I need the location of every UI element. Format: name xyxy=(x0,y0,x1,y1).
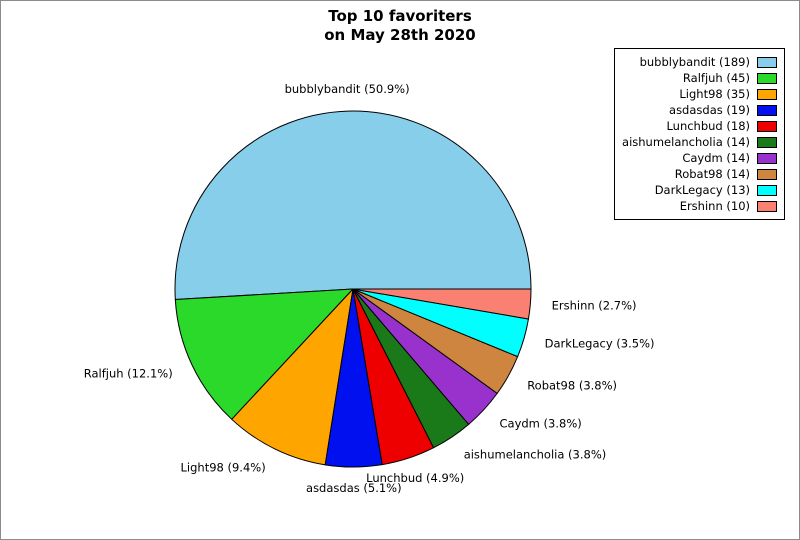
legend-swatch-DarkLegacy xyxy=(757,184,777,196)
legend-item-asdasdas: asdasdas (19) xyxy=(622,102,777,118)
legend-label-Lunchbud: Lunchbud (18) xyxy=(666,119,750,133)
legend-swatch-Lunchbud xyxy=(757,120,777,132)
legend-label-aishumelancholia: aishumelancholia (14) xyxy=(622,135,750,149)
legend: bubblybandit (189) Ralfjuh (45) Light98 (3… xyxy=(614,48,785,220)
chart-title-line1: Top 10 favoriters xyxy=(328,7,472,25)
legend-item-Robat98: Robat98 (14) xyxy=(622,166,777,182)
legend-item-DarkLegacy: DarkLegacy (13) xyxy=(622,182,777,198)
legend-label-bubblybandit: bubblybandit (189) xyxy=(639,55,750,69)
pie-slice-Ralfjuh xyxy=(174,288,354,420)
legend-item-Ralfjuh: Ralfjuh (45) xyxy=(622,70,777,86)
legend-label-asdasdas: asdasdas (19) xyxy=(669,103,750,117)
legend-swatch-Robat98 xyxy=(757,168,777,180)
legend-swatch-bubblybandit xyxy=(757,56,777,68)
slice-label-Caydm: Caydm (3.8%) xyxy=(500,417,582,431)
legend-swatch-Light98 xyxy=(757,88,777,100)
legend-item-bubblybandit: bubblybandit (189) xyxy=(622,54,777,70)
slice-label-Ershinn: Ershinn (2.7%) xyxy=(552,298,637,312)
legend-label-Robat98: Robat98 (14) xyxy=(674,167,750,181)
legend-label-DarkLegacy: DarkLegacy (13) xyxy=(654,183,750,197)
slice-label-bubblybandit: bubblybandit (50.9%) xyxy=(285,82,410,96)
legend-swatch-asdasdas xyxy=(757,104,777,116)
legend-item-aishumelancholia: aishumelancholia (14) xyxy=(622,134,777,150)
slice-label-Lunchbud: Lunchbud (4.9%) xyxy=(366,471,464,485)
chart-title-line2: on May 28th 2020 xyxy=(324,26,476,44)
legend-item-Lunchbud: Lunchbud (18) xyxy=(622,118,777,134)
slice-label-aishumelancholia: aishumelancholia (3.8%) xyxy=(464,447,607,461)
legend-swatch-Caydm xyxy=(757,152,777,164)
legend-swatch-aishumelancholia xyxy=(757,136,777,148)
legend-label-Caydm: Caydm (14) xyxy=(682,151,750,165)
pie-slice-Light98 xyxy=(231,288,354,466)
slice-label-DarkLegacy: DarkLegacy (3.5%) xyxy=(545,337,655,351)
slice-label-Robat98: Robat98 (3.8%) xyxy=(527,379,617,393)
slice-label-Light98: Light98 (9.4%) xyxy=(181,461,266,475)
pie-slice-bubblybandit xyxy=(174,110,532,301)
legend-label-Ershinn: Ershinn (10) xyxy=(679,199,750,213)
pie-slice-Ershinn xyxy=(352,288,532,320)
legend-swatch-Ralfjuh xyxy=(757,72,777,84)
slice-label-asdasdas: asdasdas (5.1%) xyxy=(306,481,402,495)
legend-item-Light98: Light98 (35) xyxy=(622,86,777,102)
chart-title: Top 10 favoriters on May 28th 2020 xyxy=(1,7,799,45)
legend-swatch-Ershinn xyxy=(757,200,777,212)
legend-item-Caydm: Caydm (14) xyxy=(622,150,777,166)
legend-label-Light98: Light98 (35) xyxy=(679,87,750,101)
legend-item-Ershinn: Ershinn (10) xyxy=(622,198,777,214)
slice-label-Ralfjuh: Ralfjuh (12.1%) xyxy=(84,367,173,381)
legend-label-Ralfjuh: Ralfjuh (45) xyxy=(682,71,750,85)
